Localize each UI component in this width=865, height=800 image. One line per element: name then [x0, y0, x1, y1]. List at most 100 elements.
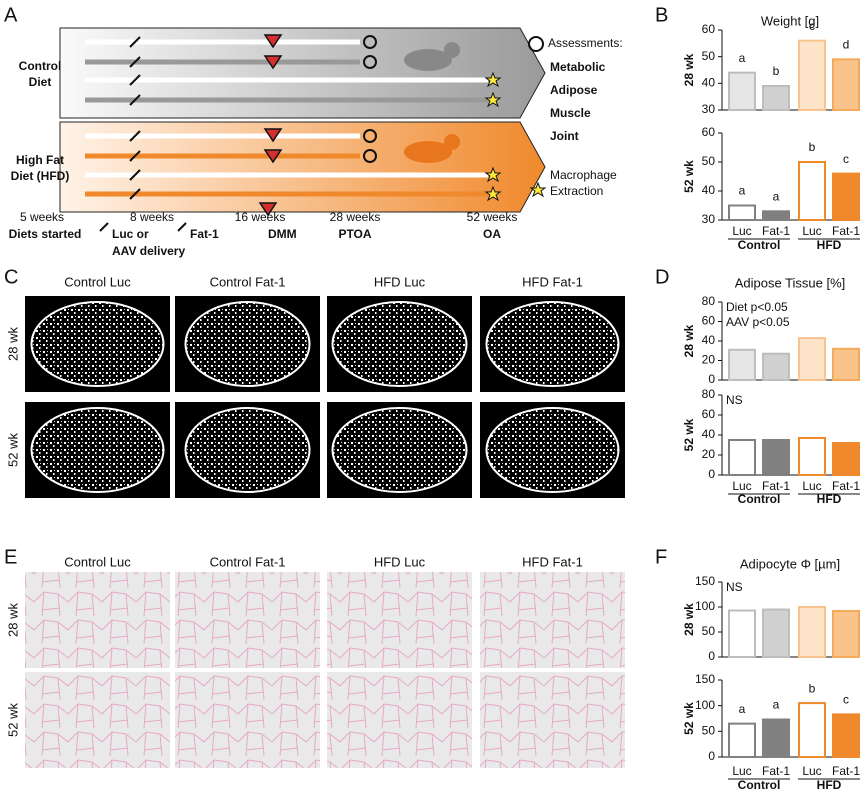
image — [25, 572, 170, 668]
bar — [798, 161, 826, 221]
image-row-label: 52 wk — [5, 433, 20, 467]
image-column-title: HFD Fat-1 — [522, 554, 583, 569]
image-column-title: Control Fat-1 — [210, 554, 286, 569]
bar — [798, 337, 826, 382]
y-tick-label: 50 — [702, 49, 716, 63]
diet-label: Diet (HFD) — [11, 169, 70, 183]
y-tick-label: 50 — [702, 154, 716, 168]
image-content — [331, 407, 468, 493]
y-tick-label: 60 — [702, 314, 716, 328]
diet-label: High Fat — [16, 153, 64, 167]
panel-label: E — [4, 546, 17, 568]
image-row-label: 28 wk — [5, 327, 20, 361]
bar — [728, 204, 756, 221]
bar — [762, 210, 790, 222]
bar — [832, 442, 860, 476]
significance-letter: a — [739, 51, 746, 65]
y-tick-label: 0 — [708, 372, 715, 386]
image — [25, 672, 170, 768]
y-tick-label: 0 — [708, 749, 715, 763]
y-tick-label: 80 — [702, 294, 716, 308]
x-tick-label: Luc — [802, 224, 821, 238]
macrophage-label: Extraction — [550, 184, 603, 198]
bar — [762, 718, 790, 759]
y-tick-label: 100 — [695, 698, 715, 712]
image — [480, 672, 625, 768]
y-tick-label: 100 — [695, 599, 715, 613]
bar — [832, 610, 860, 658]
timepoint-week: 8 weeks — [130, 210, 174, 224]
image — [175, 572, 320, 668]
annotation: NS — [726, 393, 743, 407]
row-label: 52 wk — [682, 418, 696, 451]
timepoint-event: PTOA — [338, 227, 371, 241]
significance-letter: a — [739, 184, 746, 198]
image — [480, 572, 625, 668]
significance-letter: d — [843, 38, 850, 52]
annotation: Diet p<0.05 — [726, 300, 788, 314]
significance-letter: a — [739, 702, 746, 716]
image-row-label: 52 wk — [5, 703, 20, 737]
bar — [728, 609, 756, 658]
y-tick-label: 40 — [702, 427, 716, 441]
significance-letter: a — [773, 189, 780, 203]
image-column-title: HFD Fat-1 — [522, 274, 583, 289]
bar — [762, 608, 790, 658]
x-tick-label: Fat-1 — [762, 764, 790, 778]
panel-a-diagram — [59, 27, 546, 232]
image-column-title: Control Luc — [64, 554, 131, 569]
group-label: Control — [738, 492, 781, 506]
image-column-title: Control Fat-1 — [210, 274, 286, 289]
macrophage-label: Macrophage — [550, 168, 617, 182]
significance-letter: b — [773, 64, 780, 78]
y-tick-label: 30 — [702, 212, 716, 226]
timepoint-event: Fat-1 — [190, 227, 219, 241]
row-label: 28 wk — [682, 603, 696, 636]
annotation: NS — [726, 580, 743, 594]
image — [327, 672, 472, 768]
panel-label: B — [655, 4, 668, 26]
assessment: Metabolic — [550, 60, 606, 74]
significance-letter: a — [773, 698, 780, 712]
bar — [762, 85, 790, 111]
bar-panel-title: Adipocyte Φ [µm] — [740, 556, 840, 571]
diet-label: Control — [19, 59, 62, 73]
image-content — [30, 301, 165, 387]
significance-letter: c — [809, 19, 815, 33]
y-tick-label: 40 — [702, 333, 716, 347]
x-tick-label: Fat-1 — [832, 479, 860, 493]
y-tick-label: 50 — [702, 724, 716, 738]
y-tick-label: 60 — [702, 407, 716, 421]
y-tick-label: 0 — [708, 649, 715, 663]
image-row-label: 28 wk — [5, 603, 20, 637]
bar — [832, 713, 860, 758]
annotation: AAV p<0.05 — [726, 315, 790, 329]
image-content — [184, 407, 311, 493]
bar — [728, 71, 756, 111]
image-content — [485, 407, 620, 493]
bar — [832, 58, 860, 111]
image-column-title: Control Luc — [64, 274, 131, 289]
y-tick-label: 40 — [702, 76, 716, 90]
significance-letter: b — [809, 681, 816, 695]
timepoint-event: Diets started — [9, 227, 82, 241]
bar — [832, 172, 860, 222]
image-content — [30, 407, 165, 493]
assessment: Adipose — [550, 83, 598, 97]
panel-label: A — [4, 4, 18, 26]
panel-label: D — [655, 266, 669, 288]
bar — [798, 39, 826, 112]
y-tick-label: 80 — [702, 387, 716, 401]
image-content — [184, 301, 311, 387]
row-label: 52 wk — [682, 160, 696, 193]
timepoint-week: 52 weeks — [467, 210, 518, 224]
x-tick-label: Luc — [732, 479, 751, 493]
y-tick-label: 60 — [702, 125, 716, 139]
y-tick-label: 60 — [702, 22, 716, 36]
assessments-title: Assessments: — [548, 36, 623, 50]
timepoint-event: DMM — [268, 227, 297, 241]
significance-letter: c — [843, 693, 849, 707]
image-column-title: HFD Luc — [374, 274, 426, 289]
timepoint-week: 16 weeks — [235, 210, 286, 224]
